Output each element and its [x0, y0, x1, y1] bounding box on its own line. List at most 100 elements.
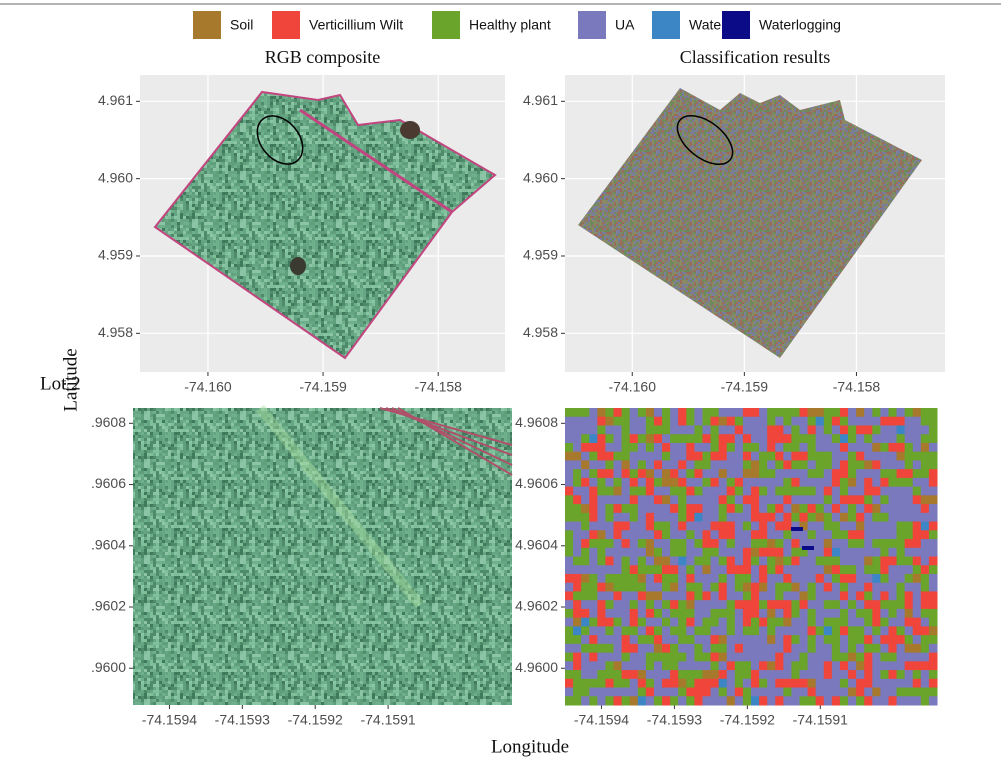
- class-cell: [920, 678, 930, 689]
- class-cell: [864, 582, 873, 592]
- y-tick-label: .9602: [91, 598, 126, 614]
- class-cell: [662, 408, 671, 418]
- class-cell: [815, 442, 825, 453]
- class-cell: [565, 626, 574, 636]
- class-cell: [767, 512, 776, 523]
- class-cell: [815, 530, 825, 540]
- class-cell: [823, 477, 833, 488]
- class-cell: [565, 608, 574, 619]
- class-cell: [710, 582, 720, 592]
- class-cell: [670, 582, 679, 592]
- class-cell: [613, 451, 623, 461]
- class-cell: [613, 652, 623, 662]
- class-cell: [831, 600, 841, 610]
- class-cell: [718, 416, 728, 426]
- class-cell: [637, 530, 647, 540]
- legend-swatch: [193, 11, 221, 39]
- class-cell: [613, 626, 623, 636]
- class-cell: [662, 626, 671, 636]
- class-cell: [589, 652, 598, 662]
- class-cell: [629, 495, 639, 505]
- class-cell: [864, 600, 873, 610]
- class-cell: [775, 512, 784, 523]
- x-tick-label: -74.160: [184, 379, 232, 395]
- class-cell: [928, 591, 938, 601]
- class-cell: [880, 670, 889, 680]
- x-tick-label: -74.1594: [142, 712, 197, 728]
- class-cell: [807, 582, 817, 592]
- class-cell: [694, 486, 703, 496]
- class-cell: [565, 460, 574, 470]
- class-cell: [662, 521, 671, 531]
- class-cell: [678, 512, 687, 523]
- class-cell: [573, 530, 582, 540]
- class-cell: [686, 626, 695, 636]
- class-cell: [686, 547, 695, 557]
- class-cell: [726, 495, 736, 505]
- y-tick-label: 4.9604: [515, 536, 558, 552]
- class-cell: [734, 521, 744, 531]
- class-cell: [759, 617, 768, 627]
- class-cell: [807, 547, 817, 557]
- class-cell: [710, 512, 720, 523]
- class-cell: [912, 416, 922, 426]
- class-cell: [686, 617, 695, 627]
- class-cell: [928, 416, 938, 426]
- class-cell: [856, 600, 865, 610]
- class-cell: [848, 416, 857, 426]
- class-cell: [581, 434, 590, 444]
- class-cell: [767, 530, 776, 540]
- class-cell: [710, 626, 720, 636]
- class-cell: [920, 442, 930, 453]
- class-cell: [791, 495, 801, 505]
- class-cell: [767, 678, 776, 689]
- class-cell: [904, 416, 914, 426]
- class-cell: [662, 477, 671, 488]
- class-cell: [637, 547, 647, 557]
- class-cell: [799, 530, 809, 540]
- class-cell: [896, 617, 906, 627]
- class-cell: [912, 661, 922, 671]
- class-cell: [856, 635, 865, 645]
- class-cell: [621, 608, 631, 619]
- class-cell: [637, 512, 647, 523]
- class-cell: [759, 442, 768, 453]
- class-cell: [573, 582, 582, 592]
- class-cell: [694, 495, 703, 505]
- class-cell: [815, 495, 825, 505]
- class-cell: [653, 521, 663, 531]
- x-tick-label: -74.160: [609, 379, 657, 395]
- class-cell: [581, 661, 590, 671]
- class-cell: [718, 556, 728, 566]
- class-cell: [637, 521, 647, 531]
- class-cell: [928, 652, 938, 662]
- class-cell: [605, 521, 615, 531]
- class-cell: [928, 696, 938, 706]
- class-cell: [807, 661, 817, 671]
- class-cell: [751, 477, 760, 488]
- class-cell: [839, 626, 849, 636]
- class-cell: [653, 556, 663, 566]
- class-cell: [799, 556, 809, 566]
- class-cell: [880, 460, 889, 470]
- class-cell: [815, 687, 825, 697]
- class-cell: [759, 608, 768, 619]
- class-cell: [815, 643, 825, 654]
- class-cell: [686, 425, 695, 435]
- class-cell: [791, 600, 801, 610]
- class-cell: [686, 652, 695, 662]
- class-cell: [645, 460, 655, 470]
- class-cell: [856, 547, 865, 557]
- class-cell: [694, 416, 703, 426]
- class-cell: [848, 600, 857, 610]
- class-cell: [645, 565, 655, 575]
- class-cell: [742, 608, 752, 619]
- class-cell: [581, 530, 590, 540]
- class-cell: [904, 600, 914, 610]
- class-cell: [839, 696, 849, 706]
- class-cell: [759, 477, 768, 488]
- class-cell: [718, 495, 728, 505]
- class-cell: [573, 643, 582, 654]
- class-cell: [896, 678, 906, 689]
- class-cell: [872, 530, 881, 540]
